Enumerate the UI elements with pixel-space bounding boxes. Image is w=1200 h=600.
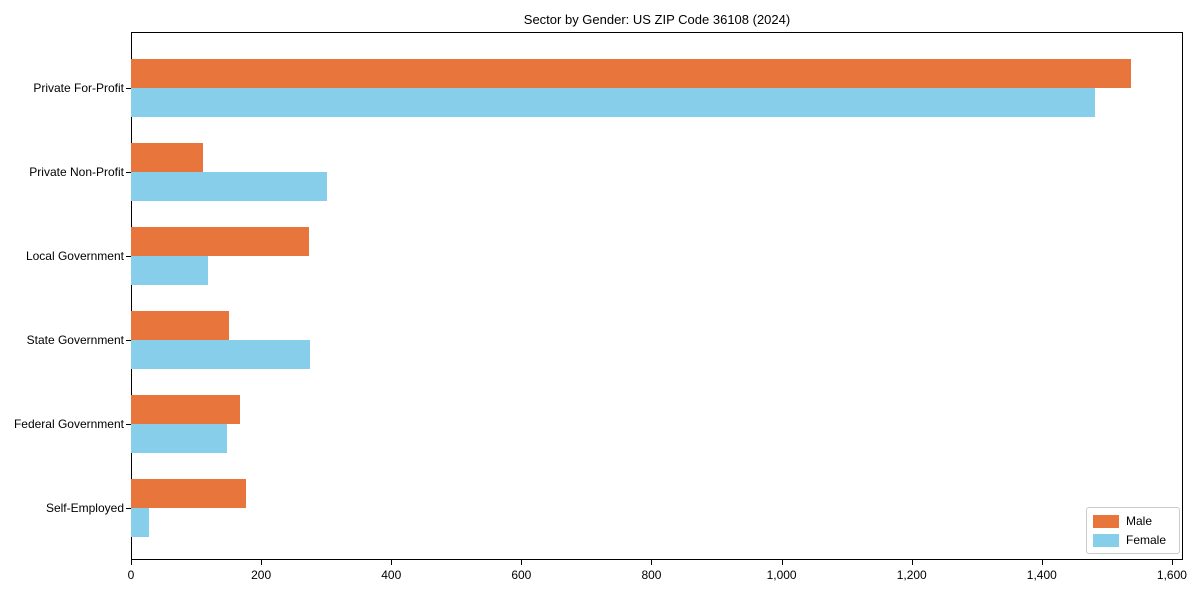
x-tick-label-400: 400 xyxy=(381,568,402,582)
y-tick-label-self-employed: Self-Employed xyxy=(45,501,124,515)
x-tick-label-600: 600 xyxy=(511,568,532,582)
bar-female-local-government xyxy=(131,256,209,285)
legend-entry-male: Male xyxy=(1093,513,1173,529)
bar-male-state-government xyxy=(131,311,229,340)
x-tick-label-800: 800 xyxy=(641,568,662,582)
legend-swatch-male xyxy=(1093,514,1119,528)
legend: Male Female xyxy=(1086,507,1180,554)
bar-female-private-non-profit xyxy=(131,172,328,201)
x-tick-label-1200: 1,200 xyxy=(896,568,927,582)
bar-female-state-government xyxy=(131,340,310,369)
bar-male-private-for-profit xyxy=(131,59,1131,88)
x-tick-label-1600: 1,600 xyxy=(1156,568,1187,582)
bar-female-federal-government xyxy=(131,424,227,453)
bar-male-federal-government xyxy=(131,395,240,424)
y-tick-mark xyxy=(126,88,131,89)
bar-female-private-for-profit xyxy=(131,88,1096,117)
bar-male-self-employed xyxy=(131,479,247,508)
y-tick-label-private-for-profit: Private For-Profit xyxy=(33,81,124,95)
y-tick-mark xyxy=(126,424,131,425)
x-tick-mark xyxy=(651,560,653,565)
y-tick-label-federal-government: Federal Government xyxy=(13,417,124,431)
x-tick-mark xyxy=(781,560,783,565)
x-tick-label-1000: 1,000 xyxy=(766,568,797,582)
legend-label-male: Male xyxy=(1126,514,1153,528)
x-tick-mark xyxy=(521,560,523,565)
x-tick-label-0: 0 xyxy=(127,568,135,582)
chart-title: Sector by Gender: US ZIP Code 36108 (202… xyxy=(523,12,791,27)
y-tick-mark xyxy=(126,256,131,257)
x-tick-mark xyxy=(261,560,263,565)
x-tick-mark xyxy=(911,560,913,565)
legend-swatch-female xyxy=(1093,533,1119,547)
bar-male-local-government xyxy=(131,227,310,256)
x-tick-label-1400: 1,400 xyxy=(1026,568,1057,582)
y-tick-label-state-government: State Government xyxy=(26,333,124,347)
legend-entry-female: Female xyxy=(1093,532,1173,548)
x-tick-label-200: 200 xyxy=(251,568,272,582)
bar-female-self-employed xyxy=(131,508,150,537)
y-tick-mark xyxy=(126,172,131,173)
y-tick-label-private-non-profit: Private Non-Profit xyxy=(29,165,124,179)
y-tick-mark xyxy=(126,340,131,341)
x-tick-mark xyxy=(131,560,132,565)
plot-area xyxy=(131,32,1183,560)
x-tick-mark xyxy=(1041,560,1043,565)
x-tick-mark xyxy=(1171,560,1173,565)
legend-label-female: Female xyxy=(1126,533,1167,547)
bar-male-private-non-profit xyxy=(131,143,204,172)
y-tick-label-local-government: Local Government xyxy=(25,249,124,263)
x-tick-mark xyxy=(391,560,393,565)
y-tick-mark xyxy=(126,508,131,509)
